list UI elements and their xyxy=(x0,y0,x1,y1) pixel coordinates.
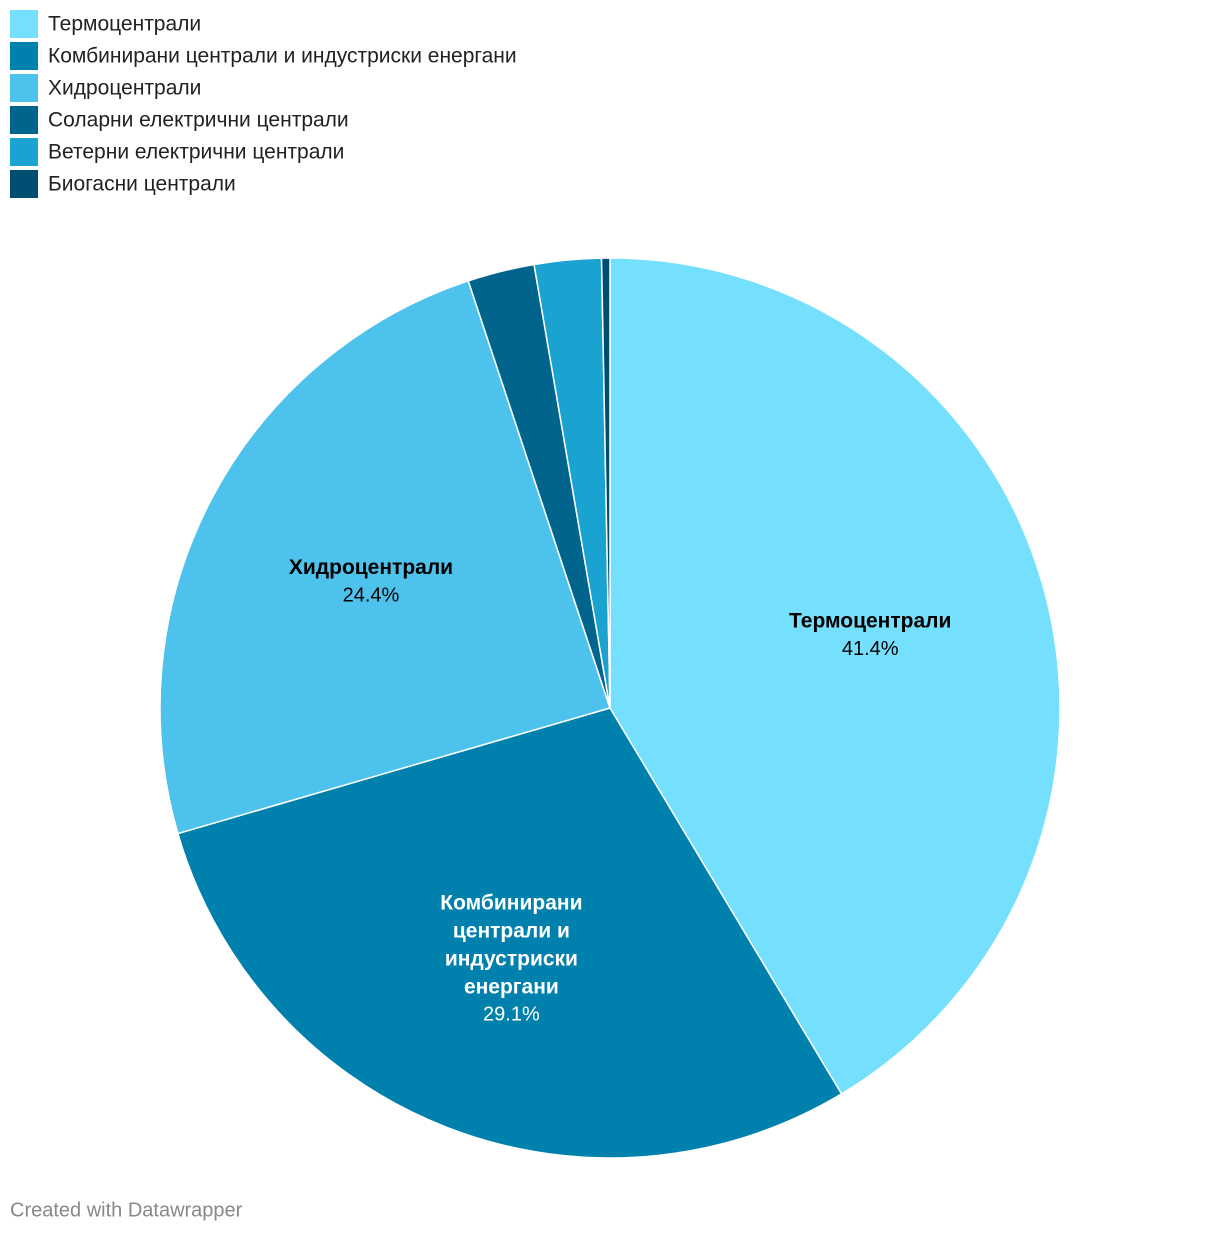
legend-swatch xyxy=(10,42,38,70)
slice-value: 29.1% xyxy=(483,1004,540,1026)
footer: Created with Datawrapper xyxy=(10,1199,243,1221)
slice-value: 41.4% xyxy=(842,638,899,660)
slice-label: Термоцентрали 41.4% xyxy=(789,609,951,660)
slice-name: Термоцентрали xyxy=(789,609,951,632)
legend-swatch xyxy=(10,170,38,198)
legend-label: Ветерни електрични централи xyxy=(48,141,344,164)
legend-label: Соларни електрични централи xyxy=(48,109,349,132)
slice-name: Комбинирани централи и индустриски енергани xyxy=(440,891,582,998)
slice-name: Хидроцентрали xyxy=(289,556,453,579)
slice-name-line: централи и xyxy=(453,919,570,942)
legend-label: Термоцентрали xyxy=(48,13,201,36)
slice-label: Комбинирани централи и индустриски енергани… xyxy=(440,891,582,1026)
slice-label: Хидроцентрали 24.4% xyxy=(289,556,453,607)
slice-value: 24.4% xyxy=(343,585,400,607)
legend-label: Биогасни централи xyxy=(48,173,236,196)
pie-slice xyxy=(159,279,611,835)
legend-swatch xyxy=(10,10,38,38)
legend-label: Комбинирани централи и индустриски енерг… xyxy=(48,45,517,68)
legend-swatch xyxy=(10,74,38,102)
legend-swatch xyxy=(10,138,38,166)
slice-name-line: индустриски xyxy=(445,947,578,970)
pie-slice xyxy=(176,707,843,1159)
slice-name-line: Комбинирани xyxy=(440,891,582,914)
legend-swatch xyxy=(10,106,38,134)
pie-slice xyxy=(600,257,611,709)
slice-name-line: енергани xyxy=(464,975,559,998)
legend-label: Хидроцентрали xyxy=(48,77,201,100)
pie-slice xyxy=(609,257,1061,1095)
